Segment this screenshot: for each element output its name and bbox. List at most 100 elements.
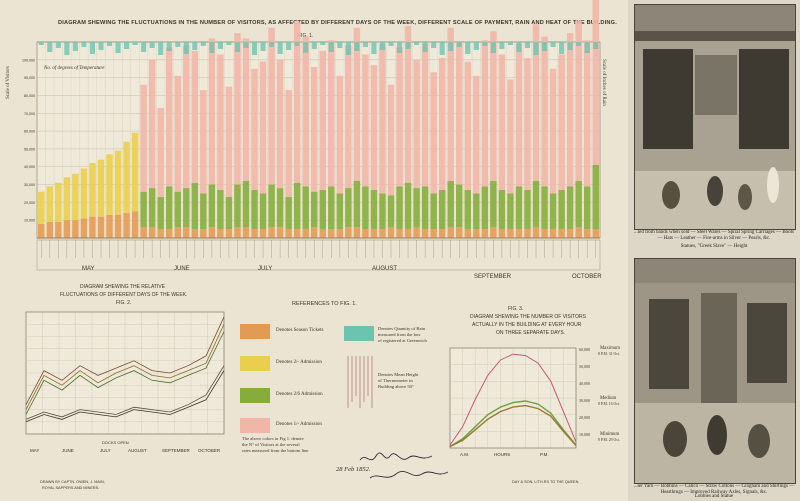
fig1-bar-segment: [174, 227, 181, 238]
fig1-bar-segment: [524, 189, 531, 230]
fig1-rain-bar: [311, 42, 317, 49]
fig2-month-october: OCTOBER: [198, 448, 221, 453]
fig1-bar-segment: [549, 68, 557, 194]
fig1-bar-segment: [319, 50, 326, 190]
fig1-chart: 10,000 20,000 30,000 40,000 50,000 60,000 70,0…: [22, 0, 601, 271]
fig1-rain-bar: [533, 42, 539, 55]
month-august: AUGUST: [372, 266, 398, 272]
fig1-bar-segment: [191, 182, 199, 230]
fig1-bar-segment: [191, 50, 199, 183]
fig2-title-line1: DIAGRAM SHEWING THE RELATIVE: [80, 284, 166, 290]
fig1-bar-segment: [157, 107, 164, 198]
fig1-rain-bar: [379, 42, 386, 50]
fig1-bar-segment: [583, 40, 591, 187]
fig1-rain-bar: [243, 42, 249, 48]
fig3-med-date: 8 P.M. 16 Oct.: [598, 402, 620, 406]
fig1-bar-segment: [89, 216, 96, 238]
fig1-bar-segment: [566, 186, 574, 230]
fig1-bar-segment: [302, 186, 309, 230]
fig1-bar-segment: [157, 197, 164, 230]
fig1-ytick-label: 20,000: [24, 201, 35, 205]
fig1-bar-segment: [404, 229, 412, 238]
fig2-month-june: JUNE: [62, 448, 74, 453]
fig1-rain-bar: [183, 42, 189, 54]
fig1-bar-segment: [148, 227, 156, 238]
fig3-min-date: 8 P.M. 29 Oct.: [598, 438, 620, 442]
fig1-bar-segment: [63, 220, 71, 238]
fig3-series-line: [449, 353, 577, 446]
fig1-month-band: [36, 239, 601, 271]
fig1-bar-segment: [208, 184, 216, 228]
fig1-bar-segment: [268, 227, 275, 238]
swatch-temperature: [347, 356, 373, 408]
fig1-bar-segment: [498, 189, 506, 230]
fig1-bar-segment: [165, 229, 173, 238]
fig1-bar-segment: [379, 43, 386, 194]
fig1-bar-segment: [234, 184, 241, 228]
fig2-series-line: [25, 316, 225, 405]
ref-note-line3: rates measured from the bottom line: [242, 448, 309, 453]
fig1-bar-segment: [532, 227, 540, 238]
fig1-rain-bar: [115, 42, 121, 53]
fig1-bar-segment: [592, 0, 599, 165]
fig1-rain-bar: [98, 42, 104, 50]
fig1-bar-segment: [370, 189, 378, 230]
fig1-bar-segment: [285, 229, 292, 238]
fig1-rain-bar: [72, 42, 78, 51]
fig1-bar-segment: [293, 229, 301, 238]
fig1-bar-segment: [541, 186, 548, 230]
fig1-bar-segment: [379, 193, 386, 230]
fig2-mid-label: DOCKS OPEN: [102, 440, 129, 445]
fig1-bar-segment: [430, 229, 437, 238]
fig1-bar-segment: [200, 90, 207, 194]
fig1-bar-segment: [165, 186, 173, 230]
fig1-bar-segment: [55, 221, 62, 238]
fig1-bar-segment: [157, 229, 164, 238]
fig1-rain-bar: [431, 42, 437, 48]
footer-left-line1: DRAWN BY CAPTN. OWEN, J. MAIN,: [40, 480, 105, 484]
fig1-rain-bar: [567, 42, 573, 50]
swatch-one-shilling: [240, 418, 270, 433]
fig2-month-july: JULY: [100, 448, 111, 453]
fig1-bar-segment: [131, 211, 139, 238]
fig1-rain-bar: [294, 42, 300, 46]
fig1-bar-segment: [174, 191, 181, 228]
fig3-tick-60000: 60,000: [579, 347, 590, 352]
month-may: MAY: [82, 266, 95, 272]
fig1-thermo-label: No. of degrees of Temperature: [44, 66, 105, 71]
engraving-bottom-art: [635, 259, 795, 483]
sheet-title: DIAGRAM SHEWING THE FLUCTUATIONS IN THE …: [58, 20, 617, 26]
fig1-bar-segment: [438, 189, 446, 230]
fig1-bar-segment: [217, 229, 224, 238]
fig1-bar-segment: [404, 182, 412, 230]
fig3-label: FIG. 3.: [508, 306, 524, 312]
fig1-ytick-label: 10,000: [24, 219, 35, 223]
ref-rain-line2: measured from the box: [378, 332, 421, 337]
fig1-bar-segment: [225, 229, 233, 238]
fig1-rain-bar: [81, 42, 87, 47]
fig1-bar-segment: [473, 193, 480, 230]
fig3-tick-10000: 10,000: [579, 432, 590, 437]
fig1-bar-segment: [148, 59, 156, 189]
fig1-bar-segment: [114, 214, 122, 238]
month-july: JULY: [258, 266, 273, 272]
fig1-rain-bar: [260, 42, 266, 51]
fig1-bar-segment: [413, 188, 420, 228]
fig3-series-line: [449, 400, 577, 448]
fig1-bar-segment: [46, 221, 54, 238]
fig2-label: FIG. 2.: [116, 300, 132, 306]
fig1-bar-segment: [473, 229, 480, 238]
fig1-bar-segment: [387, 84, 395, 196]
fig2-title-line2: FLUCTUATIONS OF DIFFERENT DAYS OF THE WE…: [60, 292, 188, 298]
fig1-bar-segment: [89, 163, 96, 217]
fig3-title-line3: ON THREE SEPARATE DAYS.: [496, 330, 566, 336]
ref-one-shilling-label: Denotes 1/- Admission: [276, 422, 322, 427]
fig1-bar-segment: [438, 229, 446, 238]
fig1-bar-segment: [302, 36, 309, 187]
fig1-bar-segment: [370, 229, 378, 238]
fig1-bar-segment: [464, 61, 472, 190]
ref-season-label: Denotes Season Tickets: [276, 328, 324, 333]
fig1-bar-segment: [148, 188, 156, 228]
fig1-bar-segment: [566, 33, 574, 187]
fig1-ytick-label: 50,000: [24, 147, 35, 151]
